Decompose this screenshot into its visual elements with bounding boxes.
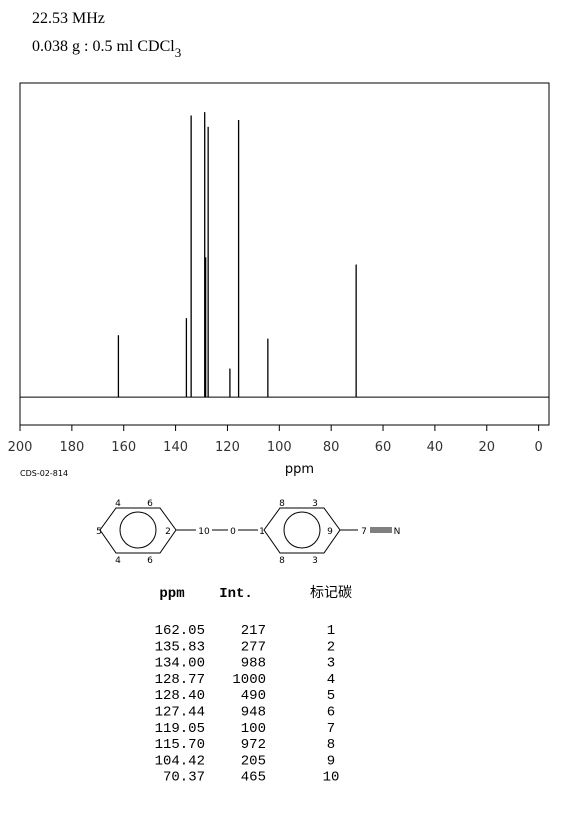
x-tick-label: 160 (111, 440, 136, 455)
table-cell: 100 (241, 721, 266, 737)
table-header: Int. (219, 586, 253, 602)
atom-label: 10 (198, 527, 210, 537)
ring (99, 507, 177, 554)
table-cell: 205 (241, 753, 266, 769)
table-cell: 135.83 (155, 639, 205, 655)
atom-label: 9 (327, 527, 333, 537)
x-tick-label: 100 (267, 440, 292, 455)
table-cell: 7 (327, 721, 335, 737)
table-cell: 465 (241, 770, 266, 786)
table-cell: 134.00 (155, 656, 205, 672)
atom-label: 6 (147, 556, 153, 566)
atom-label: 4 (115, 499, 121, 509)
x-tick-label: 140 (163, 440, 188, 455)
atom-label: 8 (279, 556, 285, 566)
table-cell: 948 (241, 705, 266, 721)
table-cell: 3 (327, 656, 335, 672)
x-tick-label: 80 (323, 440, 340, 455)
atom-label: 3 (312, 556, 318, 566)
table-cell: 115.70 (155, 737, 205, 753)
table-header: ppm (159, 586, 184, 602)
table-cell: 127.44 (155, 705, 205, 721)
atom-label: 3 (312, 499, 318, 509)
table-cell: 2 (327, 639, 335, 655)
x-tick-label: 40 (427, 440, 444, 455)
atom-label: 5 (96, 527, 102, 537)
table-cell: 162.05 (155, 623, 205, 639)
table-cell: 119.05 (155, 721, 205, 737)
table-cell: 128.77 (155, 672, 205, 688)
atom-label: 1 (259, 527, 265, 537)
ring (263, 507, 341, 554)
ring-circle (283, 511, 321, 549)
chart-subtitle: 0.038 g : 0.5 ml CDCl3 (32, 38, 181, 60)
table-cell: 490 (241, 688, 266, 704)
table-cell: 277 (241, 639, 266, 655)
subtitle-subscript: 3 (175, 45, 182, 60)
structure (99, 507, 392, 554)
table-cell: 9 (327, 753, 335, 769)
atom-label: 2 (165, 527, 171, 537)
x-tick-label: 60 (375, 440, 392, 455)
ring-circle (119, 511, 157, 549)
table-cell: 5 (327, 688, 335, 704)
table-cell: 6 (327, 705, 335, 721)
table-cell: 70.37 (163, 770, 205, 786)
table-cell: 1000 (232, 672, 266, 688)
table-cell: 104.42 (155, 753, 205, 769)
table-cell: 988 (241, 656, 266, 672)
x-tick-label: 120 (215, 440, 240, 455)
x-tick-label: 0 (534, 440, 542, 455)
atom-label: 8 (279, 499, 285, 509)
x-axis-label: ppm (285, 462, 314, 477)
table-cell: 8 (327, 737, 335, 753)
atom-label: N (394, 527, 401, 537)
x-tick-label: 20 (478, 440, 495, 455)
table-cell: 128.40 (155, 688, 205, 704)
x-tick-label: 180 (59, 440, 84, 455)
atom-label: 7 (361, 527, 367, 537)
atom-label: 0 (230, 527, 236, 537)
table-cell: 10 (323, 770, 340, 786)
subtitle-text: 0.038 g : 0.5 ml CDCl (32, 38, 175, 55)
x-tick-label: 200 (8, 440, 33, 455)
chart-title: 22.53 MHz (32, 10, 105, 27)
plot-frame (19, 82, 550, 426)
table-cell: 1 (327, 623, 335, 639)
table-cell: 4 (327, 672, 335, 688)
atom-label: 6 (147, 499, 153, 509)
footnote: CDS-02-814 (20, 469, 68, 478)
table-header: 标记碳 (310, 585, 352, 601)
atom-label: 4 (115, 556, 121, 566)
table-cell: 972 (241, 737, 266, 753)
table-cell: 217 (241, 623, 266, 639)
